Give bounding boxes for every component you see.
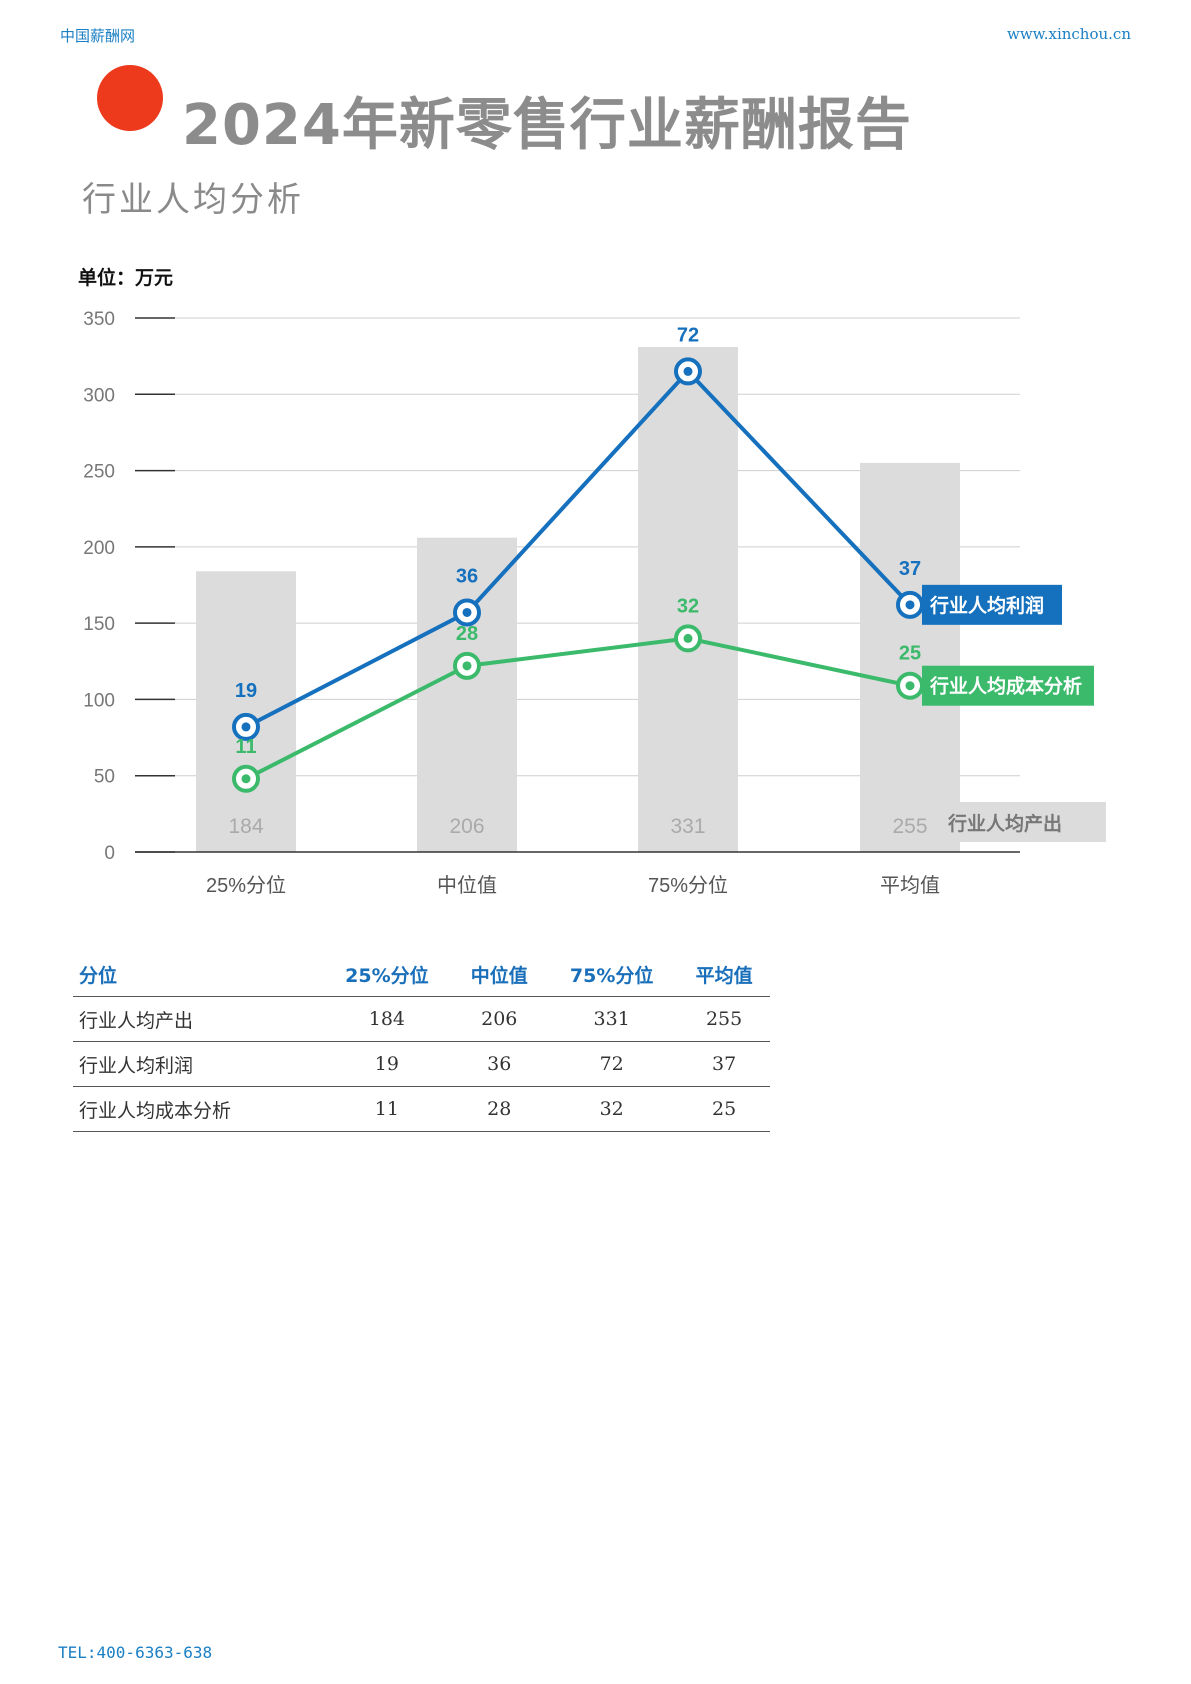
combo-chart: 0 50 100 150 200 250 300 350 184 206 331 255 25%分位 中位…	[83, 309, 1106, 897]
bar-legend-badge	[940, 802, 1106, 842]
table-cell: 行业人均成本分析	[73, 1086, 321, 1132]
series-line	[245, 369, 912, 729]
table-cell: 37	[678, 1041, 770, 1087]
bar-value-label: 331	[670, 815, 705, 838]
line-legend-label: 行业人均成本分析	[929, 675, 1082, 698]
line-point-center	[683, 633, 693, 643]
table-cell: 331	[545, 996, 679, 1042]
line-point-center	[905, 681, 915, 691]
table-row: 行业人均产出 184 206 331 255	[73, 996, 770, 1042]
table-header-row: 分位 25%分位 中位值 75%分位 平均值	[73, 952, 770, 997]
x-tick-label: 75%分位	[648, 874, 728, 897]
bar	[196, 571, 296, 852]
line-value-label: 19	[235, 680, 257, 702]
line-value-label: 36	[456, 565, 478, 587]
line-point-center	[462, 607, 472, 617]
table-header-cell: 75%分位	[545, 952, 679, 997]
line-point-center	[683, 366, 693, 376]
line-value-label: 37	[899, 558, 921, 580]
line-point-center	[905, 600, 915, 610]
line-value-label: 25	[899, 643, 921, 665]
y-tick-label: 250	[83, 462, 115, 483]
table-header-cell: 分位	[73, 952, 321, 997]
unit-label: 单位：万元	[78, 267, 174, 289]
series-line	[245, 636, 911, 781]
table-cell: 11	[320, 1086, 454, 1132]
line-legend-badge	[922, 584, 1062, 625]
y-tick-label: 300	[83, 385, 115, 406]
section-title: 行业人均分析	[82, 180, 304, 220]
table-cell: 28	[453, 1086, 546, 1132]
table-cell: 25	[678, 1086, 770, 1132]
table-cell: 行业人均利润	[73, 1041, 321, 1087]
bar	[638, 346, 738, 852]
y-tick-label: 350	[83, 309, 115, 330]
table-cell: 184	[320, 996, 454, 1042]
y-tick-label: 200	[83, 538, 115, 559]
data-table: 分位 25%分位 中位值 75%分位 平均值 行业人均产出 184 206 33…	[73, 952, 770, 1132]
table-cell: 72	[545, 1041, 679, 1087]
accent-dot	[97, 65, 163, 131]
line-value-label: 11	[235, 736, 256, 758]
bar	[417, 537, 517, 852]
bar-value-label: 206	[449, 815, 484, 838]
x-tick-label: 中位值	[437, 874, 497, 897]
x-tick-label: 25%分位	[206, 874, 286, 897]
line-value-label: 32	[677, 595, 699, 617]
y-tick-label: 0	[104, 843, 115, 864]
line-value-label: 72	[677, 324, 699, 346]
line-legend-label: 行业人均利润	[929, 594, 1044, 617]
y-tick-label: 150	[83, 614, 115, 635]
table-cell: 255	[678, 996, 770, 1042]
line-point-center	[241, 774, 251, 784]
table-header-cell: 25%分位	[320, 952, 454, 997]
bar-value-label: 255	[892, 815, 927, 838]
table-cell: 19	[320, 1041, 454, 1087]
y-tick-label: 100	[83, 690, 115, 711]
line-point-center	[462, 661, 472, 671]
table-row: 行业人均利润 19 36 72 37	[73, 1041, 770, 1087]
table-cell: 206	[453, 996, 546, 1042]
table-cell: 行业人均产出	[73, 996, 321, 1042]
line-legend-badge	[922, 665, 1094, 706]
bar-legend-label: 行业人均产出	[947, 812, 1062, 835]
site-url[interactable]: www.xinchou.cn	[1006, 25, 1131, 43]
table-cell: 36	[453, 1041, 546, 1087]
y-tick-label: 50	[94, 767, 115, 788]
site-name: 中国薪酬网	[60, 27, 136, 45]
table-header-cell: 平均值	[678, 952, 770, 997]
table-header-cell: 中位值	[453, 952, 546, 997]
report-title: 2024年新零售行业薪酬报告	[182, 93, 912, 158]
bar	[860, 462, 960, 852]
table-cell: 32	[545, 1086, 679, 1132]
line-value-label: 28	[456, 623, 478, 645]
x-tick-label: 平均值	[880, 874, 940, 897]
footer-tel: TEL:400-6363-638	[58, 1643, 213, 1662]
line-point-center	[241, 722, 251, 732]
table-row: 行业人均成本分析 11 28 32 25	[73, 1086, 770, 1132]
bar-value-label: 184	[228, 815, 263, 838]
